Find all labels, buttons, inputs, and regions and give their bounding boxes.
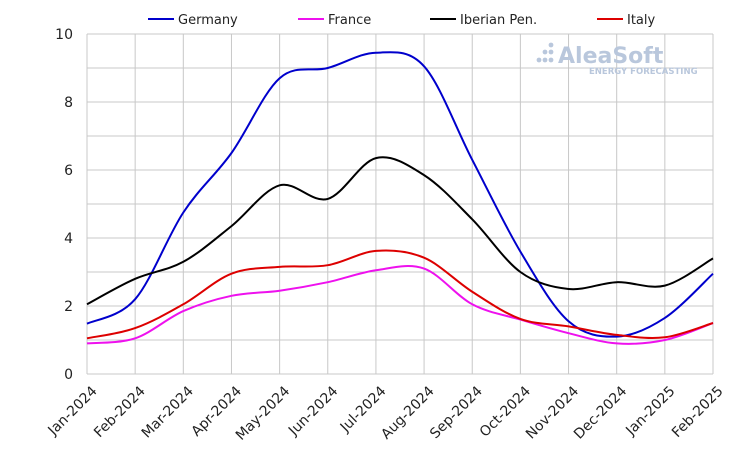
- x-tick-label: Dec-2024: [571, 383, 630, 442]
- y-tick-label: 10: [55, 27, 73, 43]
- y-tick-label: 4: [64, 231, 73, 247]
- legend-label-iberian-pen: Iberian Pen.: [460, 13, 537, 28]
- series-line-germany: [86, 51, 714, 338]
- y-tick-label: 6: [64, 163, 73, 179]
- logo-tagline-text: ENERGY FORECASTING: [589, 67, 698, 77]
- y-tick-label: 0: [64, 367, 73, 383]
- x-tick-label: Feb-2025: [669, 383, 727, 441]
- y-tick-label: 8: [64, 95, 73, 111]
- x-tick-label: Mar-2024: [139, 383, 197, 441]
- x-tick-label: Jun-2024: [285, 383, 341, 439]
- x-axis-ticks: Jan-2024Feb-2024Mar-2024Apr-2024May-2024…: [45, 383, 727, 443]
- series-line-iberian-pen: [86, 156, 714, 306]
- logo-dots-icon: [536, 42, 554, 63]
- series-line-france: [86, 265, 714, 345]
- series-lines: [86, 51, 714, 345]
- x-tick-label: Sep-2024: [427, 383, 486, 442]
- legend-label-france: France: [328, 13, 371, 28]
- grid: [86, 33, 714, 375]
- legend-label-italy: Italy: [627, 13, 656, 28]
- legend-label-germany: Germany: [178, 13, 238, 28]
- legend: Germany France Iberian Pen. Italy: [148, 13, 656, 28]
- aleasoft-logo: AleaSoft ENERGY FORECASTING: [536, 42, 698, 77]
- series-line-italy: [86, 249, 714, 340]
- logo-brand-text: AleaSoft: [558, 44, 664, 69]
- y-axis-ticks: 0 2 4 6 8 10: [55, 27, 73, 383]
- y-tick-label: 2: [64, 299, 73, 315]
